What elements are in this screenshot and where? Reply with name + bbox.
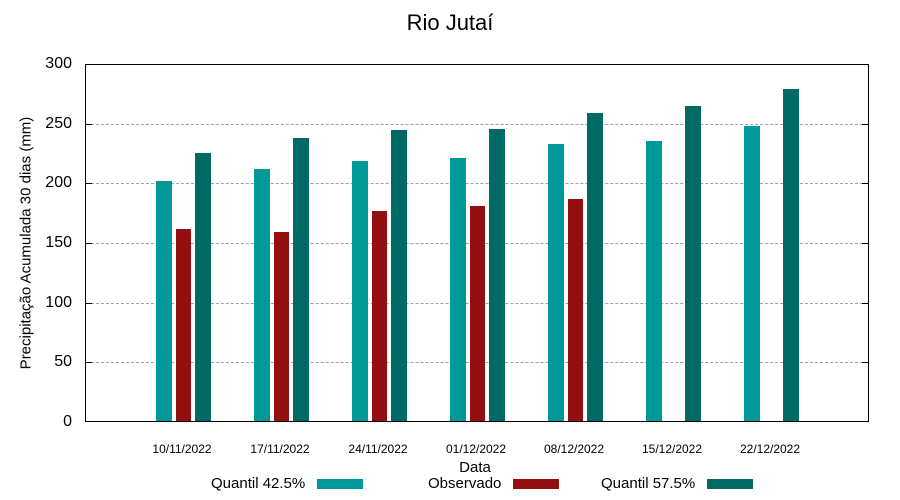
legend-item: Quantil 57.5% [601,475,754,492]
bar-quantil-42-5 [352,160,368,421]
tick-mark [862,243,868,244]
tick-mark [86,123,92,125]
x-tick-label: 24/11/2022 [348,442,408,456]
bar-quantil-57-5 [587,113,603,421]
bar-quantil-57-5 [293,138,309,421]
x-axis-label: Data [459,459,491,476]
legend-label: Quantil 42.5% [211,475,306,492]
bar-observado [568,199,583,421]
legend-swatch [707,478,754,489]
legend-item: Observado [428,475,560,492]
plot-area [85,64,869,422]
tick-mark [862,362,868,364]
bar-quantil-42-5 [744,126,760,421]
tick-mark [86,302,92,304]
legend-label: Observado [428,475,502,492]
bar-quantil-42-5 [450,158,466,421]
x-tick-label: 10/11/2022 [152,442,212,456]
legend-item: Quantil 42.5% [211,475,364,492]
bar-quantil-42-5 [156,181,172,421]
tick-mark [862,183,868,185]
tick-mark [862,302,868,304]
bar-observado [470,206,485,421]
y-tick-label: 150 [45,234,72,251]
bar-quantil-42-5 [254,169,270,421]
bar-quantil-57-5 [391,129,407,421]
gridline [86,123,868,125]
bar-quantil-57-5 [685,105,701,421]
legend-swatch [317,478,364,489]
y-tick-label: 200 [45,174,72,192]
gridline [86,183,868,185]
bar-quantil-57-5 [195,152,211,421]
x-tick-label: 01/12/2022 [445,442,507,456]
y-axis-label: Precipitação Acumulada 30 dias (mm) [17,116,35,370]
x-tick-label: 15/12/2022 [641,442,703,456]
bar-quantil-57-5 [489,128,505,421]
x-tick-label: 17/11/2022 [250,442,310,456]
bar-observado [274,232,289,421]
y-tick-label: 50 [54,353,72,371]
y-tick-label: 250 [45,114,72,132]
bar-quantil-42-5 [548,144,564,421]
y-tick-label: 0 [63,413,72,430]
bar-quantil-57-5 [783,89,799,421]
x-tick-label: 22/12/2022 [739,442,801,456]
bar-observado [372,210,387,421]
bar-quantil-42-5 [646,140,662,421]
tick-mark [86,183,92,185]
tick-mark [862,123,868,125]
legend-swatch [513,478,560,489]
legend-label: Quantil 57.5% [601,475,696,492]
bar-observado [176,228,191,421]
x-tick-label: 08/12/2022 [543,442,605,456]
tick-mark [86,362,92,364]
tick-mark [86,243,92,244]
chart-title: Rio Jutaí [406,10,494,35]
y-tick-label: 300 [45,55,72,72]
y-tick-label: 100 [45,293,72,311]
